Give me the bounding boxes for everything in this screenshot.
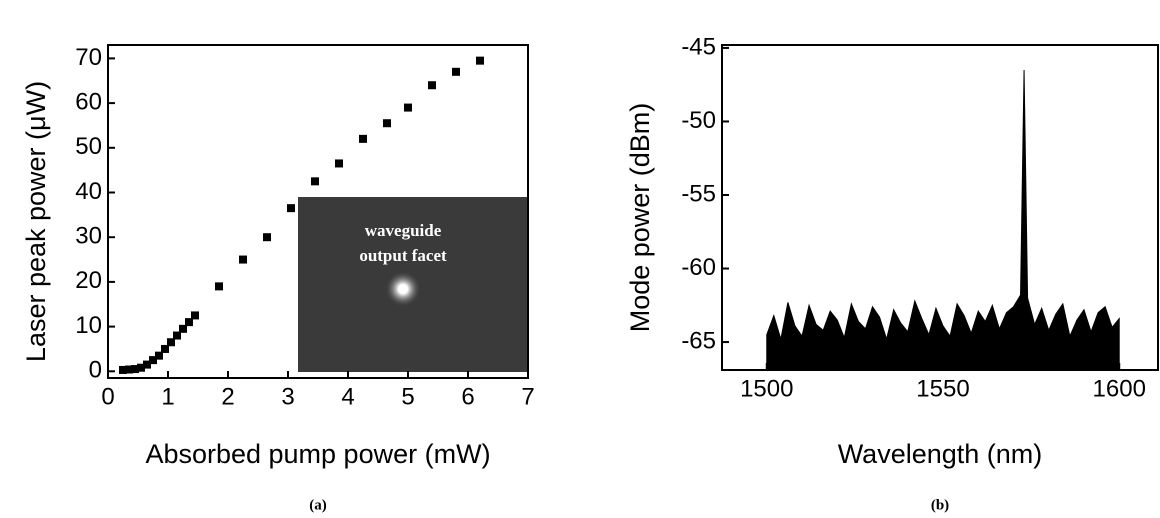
data-point [155,351,163,360]
y-tick-label: -55 [681,180,716,207]
y-tick-label: 40 [75,178,102,205]
data-point [263,233,271,242]
data-point [131,365,139,374]
x-tick-label: 1 [161,383,174,410]
data-point [359,134,367,143]
data-point [125,365,133,374]
data-point [161,344,169,353]
spectrum [766,69,1120,371]
y-tick-label: -65 [681,327,716,354]
y-tick-label: 30 [75,223,102,250]
data-point [215,282,223,291]
data-point [179,324,187,333]
y-axis-title: Laser peak power (μW) [21,81,51,362]
x-axis-title: Wavelength (nm) [838,439,1043,469]
y-tick-label: -60 [681,254,716,281]
y-tick-label: 50 [75,133,102,160]
data-point [137,363,145,372]
x-tick-label: 7 [521,383,534,410]
x-tick-label: 5 [401,383,414,410]
caption: (b) [931,497,949,513]
x-tick-label: 6 [461,383,474,410]
x-axis-title: Absorbed pump power (mW) [145,439,490,469]
inset-label: waveguide [365,221,442,240]
x-tick-label: 0 [101,383,114,410]
data-point [167,338,175,347]
data-point [383,119,391,128]
y-tick-label: 20 [75,267,102,294]
data-point [311,177,319,186]
data-point [143,360,151,369]
x-tick-label: 2 [221,383,234,410]
data-point [185,318,193,327]
x-tick-label: 3 [281,383,294,410]
data-point [428,81,436,90]
data-point [287,204,295,213]
data-point [452,67,460,76]
data-point [404,103,412,112]
data-point [173,331,181,340]
y-tick-label: 0 [89,357,102,384]
data-point [191,311,199,320]
y-axis-title: Mode power (dBm) [625,103,655,333]
x-tick-label: 1500 [740,375,793,402]
data-point [476,56,484,65]
y-tick-label: -50 [681,107,716,134]
y-tick-label: 10 [75,312,102,339]
plot-frame [107,44,529,379]
inset-label: output facet [359,246,447,265]
x-tick-label: 1550 [916,375,969,402]
data-point [239,255,247,264]
y-tick-label: -45 [681,33,716,60]
x-tick-label: 4 [341,383,354,410]
caption: (a) [309,497,327,513]
data-point [149,356,157,365]
data-point [335,159,343,168]
data-point [119,365,127,374]
x-tick-label: 1600 [1093,375,1146,402]
inset-glow [385,271,421,307]
y-tick-label: 60 [75,88,102,115]
y-tick-label: 70 [75,44,102,71]
